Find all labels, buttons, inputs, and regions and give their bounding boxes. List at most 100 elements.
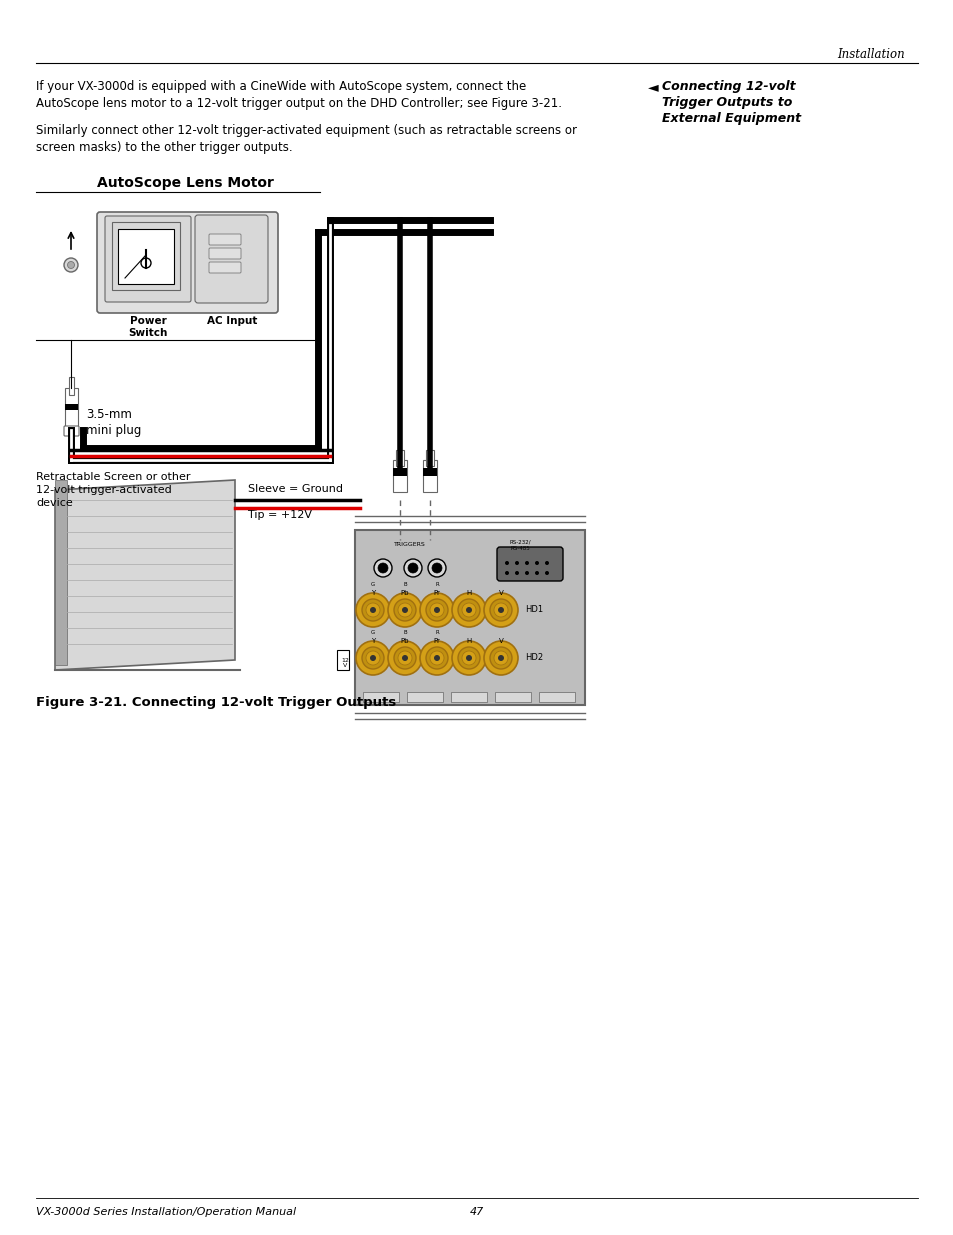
Circle shape — [361, 599, 384, 621]
Bar — [422, 459, 436, 492]
Circle shape — [64, 258, 78, 272]
Bar — [69, 377, 74, 395]
Circle shape — [494, 603, 507, 618]
Text: V: V — [498, 590, 503, 597]
Circle shape — [457, 647, 479, 669]
Circle shape — [141, 258, 151, 268]
FancyBboxPatch shape — [209, 248, 241, 259]
Circle shape — [535, 561, 538, 564]
Circle shape — [419, 641, 454, 676]
Text: Pr: Pr — [433, 590, 440, 597]
FancyBboxPatch shape — [64, 426, 79, 436]
Circle shape — [401, 655, 408, 661]
Bar — [355, 530, 584, 705]
Bar — [395, 450, 403, 466]
Text: R: R — [435, 630, 438, 635]
Text: V: V — [498, 638, 503, 643]
Circle shape — [377, 563, 388, 573]
Bar — [65, 404, 78, 410]
Bar — [407, 692, 442, 701]
Bar — [363, 692, 398, 701]
Text: Pr: Pr — [433, 638, 440, 643]
Bar — [112, 222, 180, 290]
FancyBboxPatch shape — [497, 547, 562, 580]
Circle shape — [535, 571, 538, 576]
Text: Figure 3-21. Connecting 12-volt Trigger Outputs: Figure 3-21. Connecting 12-volt Trigger … — [36, 697, 395, 709]
FancyBboxPatch shape — [194, 215, 268, 303]
Circle shape — [434, 606, 439, 613]
FancyBboxPatch shape — [209, 262, 241, 273]
Text: 12
V: 12 V — [341, 657, 349, 668]
Circle shape — [430, 603, 443, 618]
Bar — [336, 650, 349, 671]
Circle shape — [452, 641, 485, 676]
Text: External Equipment: External Equipment — [661, 112, 801, 125]
Circle shape — [461, 603, 476, 618]
Circle shape — [401, 606, 408, 613]
Text: G: G — [371, 582, 375, 587]
Bar — [55, 480, 67, 664]
Text: R: R — [435, 582, 438, 587]
Circle shape — [355, 641, 390, 676]
Circle shape — [68, 262, 74, 268]
Circle shape — [515, 561, 518, 564]
Circle shape — [366, 603, 379, 618]
Circle shape — [430, 651, 443, 664]
Text: H: H — [466, 638, 471, 643]
Text: 3.5-mm
mini plug: 3.5-mm mini plug — [86, 408, 141, 437]
Text: Installation: Installation — [837, 48, 904, 61]
Text: RS-232/
RS-485: RS-232/ RS-485 — [509, 540, 530, 551]
Circle shape — [370, 606, 375, 613]
Circle shape — [452, 593, 485, 627]
Circle shape — [490, 599, 512, 621]
FancyBboxPatch shape — [209, 233, 241, 245]
Text: ◄: ◄ — [647, 80, 658, 94]
Circle shape — [397, 651, 412, 664]
Text: Tip = +12V: Tip = +12V — [248, 510, 312, 520]
Text: B: B — [403, 630, 406, 635]
Circle shape — [366, 651, 379, 664]
Bar — [422, 468, 436, 475]
Circle shape — [388, 641, 421, 676]
Text: H: H — [466, 590, 471, 597]
Circle shape — [394, 599, 416, 621]
Circle shape — [494, 651, 507, 664]
Circle shape — [515, 571, 518, 576]
FancyBboxPatch shape — [97, 212, 277, 312]
Bar — [538, 692, 575, 701]
Circle shape — [465, 655, 472, 661]
FancyBboxPatch shape — [105, 216, 191, 303]
Text: Similarly connect other 12-volt trigger-activated equipment (such as retractable: Similarly connect other 12-volt trigger-… — [36, 124, 577, 154]
Circle shape — [408, 563, 417, 573]
Circle shape — [504, 561, 509, 564]
Text: G: G — [371, 630, 375, 635]
Circle shape — [524, 571, 529, 576]
Circle shape — [428, 559, 446, 577]
Circle shape — [457, 599, 479, 621]
Text: 47: 47 — [470, 1207, 483, 1216]
Text: AutoScope Lens Motor: AutoScope Lens Motor — [96, 177, 274, 190]
Circle shape — [394, 647, 416, 669]
Circle shape — [434, 655, 439, 661]
Circle shape — [388, 593, 421, 627]
Text: Y: Y — [371, 590, 375, 597]
Circle shape — [361, 647, 384, 669]
Circle shape — [432, 563, 441, 573]
Circle shape — [465, 606, 472, 613]
Text: Power
Switch: Power Switch — [128, 316, 168, 338]
Circle shape — [374, 559, 392, 577]
Circle shape — [544, 561, 548, 564]
Bar — [393, 468, 407, 475]
Text: TRIGGERS: TRIGGERS — [394, 542, 425, 547]
Text: Connecting 12-volt: Connecting 12-volt — [661, 80, 795, 93]
Circle shape — [403, 559, 421, 577]
Circle shape — [497, 655, 503, 661]
Bar — [393, 459, 407, 492]
Text: Trigger Outputs to: Trigger Outputs to — [661, 96, 792, 109]
Circle shape — [524, 561, 529, 564]
Circle shape — [483, 641, 517, 676]
Text: Sleeve = Ground: Sleeve = Ground — [248, 484, 343, 494]
Circle shape — [397, 603, 412, 618]
Text: HD1: HD1 — [524, 605, 542, 615]
Polygon shape — [55, 480, 234, 671]
